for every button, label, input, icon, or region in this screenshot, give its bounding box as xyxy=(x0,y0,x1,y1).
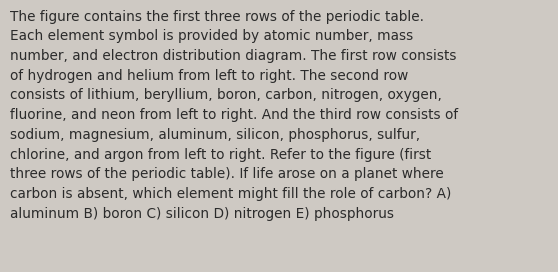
Text: The figure contains the first three rows of the periodic table.
Each element sym: The figure contains the first three rows… xyxy=(10,10,458,221)
